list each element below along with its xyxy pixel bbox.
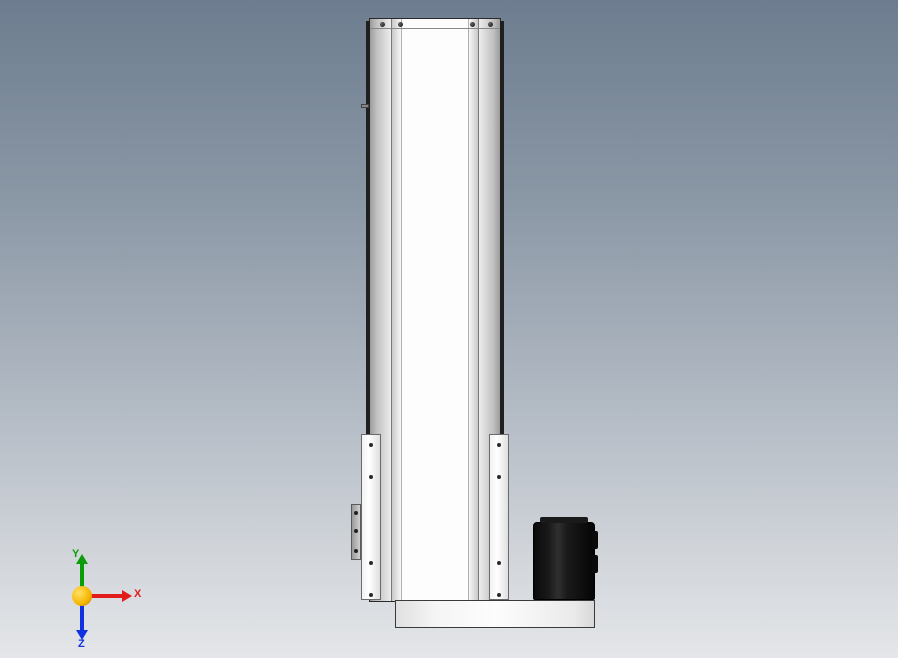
hole-icon <box>369 593 373 597</box>
axis-x-label: X <box>134 588 141 600</box>
motor-connector-icon <box>592 555 598 573</box>
motor-body <box>533 522 595 600</box>
carriage-plate-right <box>489 434 509 600</box>
screw-icon <box>488 22 493 27</box>
carriage-plate-left <box>361 434 381 600</box>
axis-x-arrow-icon <box>88 594 124 598</box>
hole-icon <box>369 475 373 479</box>
hole-icon <box>354 529 358 533</box>
hole-icon <box>497 561 501 565</box>
screw-icon <box>398 22 403 27</box>
screw-icon <box>470 22 475 27</box>
column-top-cap <box>370 19 500 29</box>
cad-model[interactable] <box>339 18 559 628</box>
hole-icon <box>497 443 501 447</box>
motor-connector-icon <box>592 531 598 549</box>
hole-icon <box>354 511 358 515</box>
hole-icon <box>369 443 373 447</box>
carriage-assembly <box>361 434 509 600</box>
coordinate-triad[interactable]: X Y Z <box>58 550 128 620</box>
screw-icon <box>380 22 385 27</box>
base-plate <box>395 600 595 628</box>
hole-icon <box>354 549 358 553</box>
hole-icon <box>497 593 501 597</box>
hole-icon <box>369 561 373 565</box>
hole-icon <box>497 475 501 479</box>
cad-viewport[interactable]: X Y Z <box>0 0 898 658</box>
triad-origin-icon <box>72 586 92 606</box>
carriage-side-block <box>351 504 361 560</box>
axis-z-arrow-icon <box>80 604 84 632</box>
side-peg <box>361 104 369 108</box>
